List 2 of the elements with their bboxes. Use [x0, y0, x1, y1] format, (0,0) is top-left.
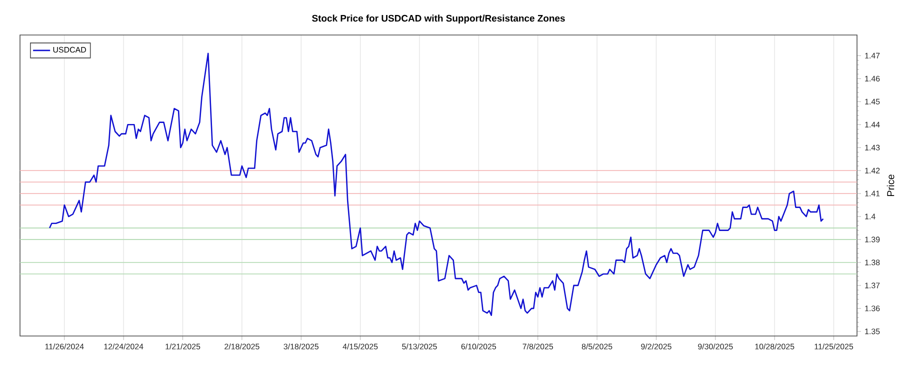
- y-axis-title: Price: [886, 174, 894, 196]
- chart-title: Stock Price for USDCAD with Support/Resistance Zones: [312, 14, 565, 24]
